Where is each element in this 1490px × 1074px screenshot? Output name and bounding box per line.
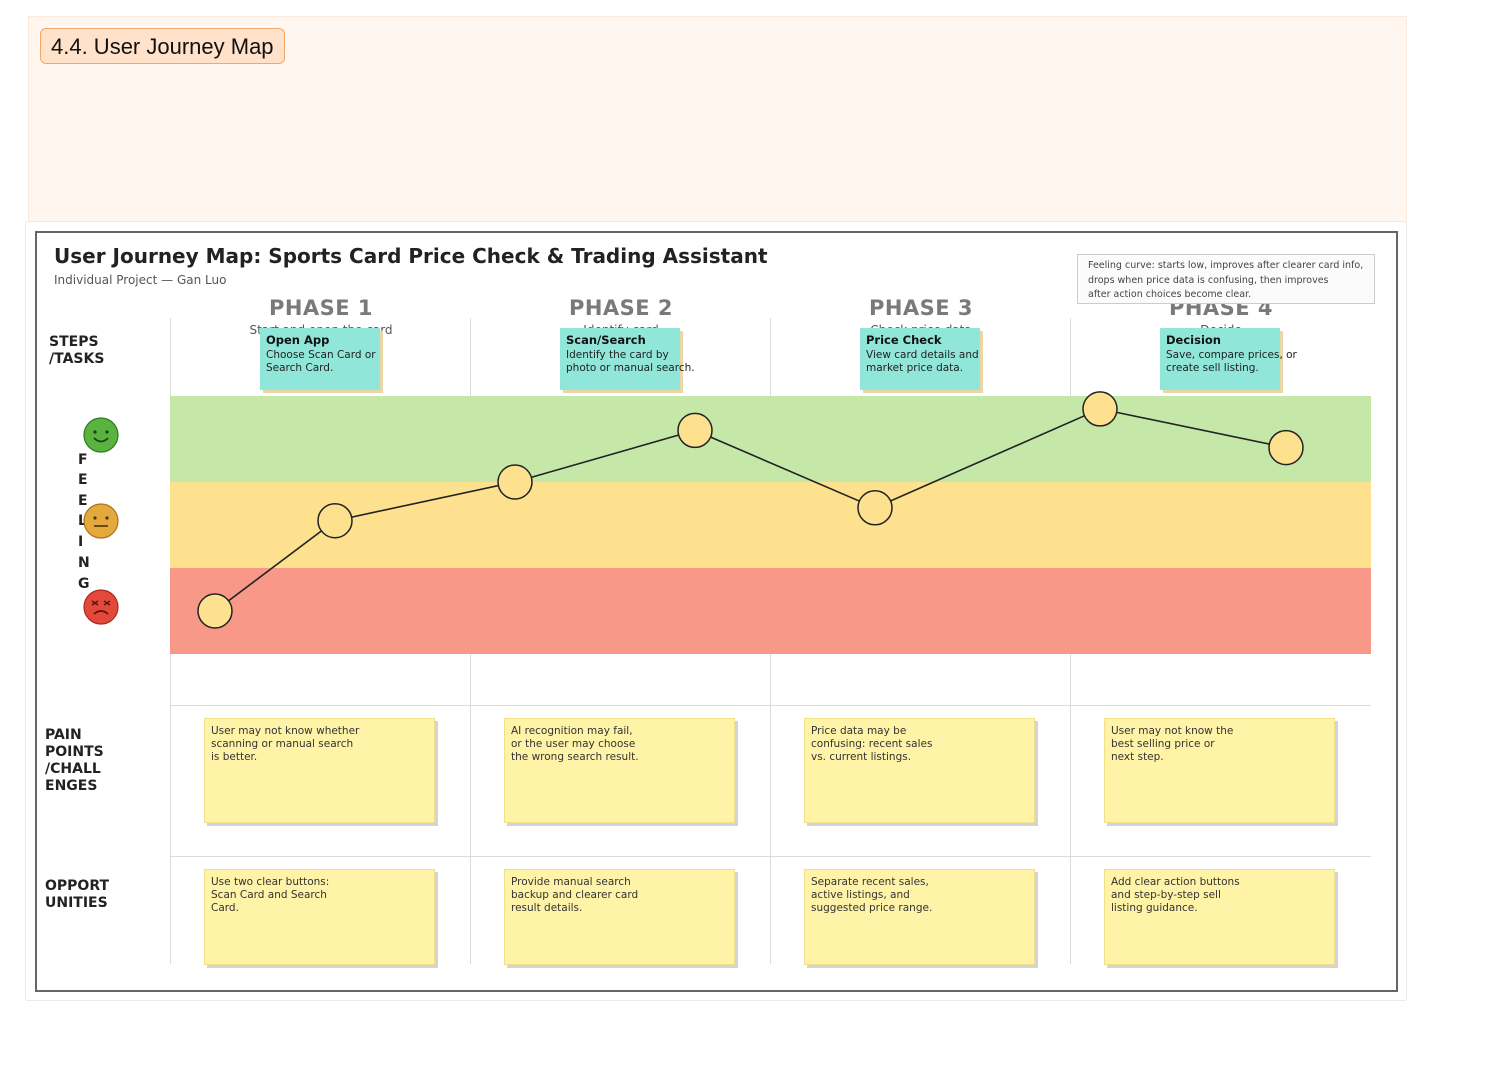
neutral-face-icon [83,503,119,539]
feeling-letter: F [78,452,88,468]
task-title: Price Check [866,333,942,347]
phase-3-heading: PHASE 3 [868,296,974,320]
feeling-point [1268,429,1304,466]
task-card-scan-search: Scan/Search Identify the card by photo o… [560,328,695,390]
feeling-point [497,464,533,500]
feeling-point [317,502,353,539]
phase-1-heading: PHASE 1 [268,296,374,320]
neutral-feeling-band [170,482,1371,568]
note-line: Feeling curve: starts low, improves afte… [1088,260,1364,271]
diagram-title: User Journey Map: Sports Card Price Chec… [54,244,768,268]
pain-point-note: AI recognition may fail, or the user may… [504,718,735,823]
note-line: drops when price data is confusing, then… [1088,274,1329,286]
opportunities-label: OPPORT UNITIES [45,878,110,911]
steps-tasks-label: STEPS /TASKS [49,334,105,367]
feeling-point [1082,391,1118,427]
feeling-letter: N [78,555,90,571]
task-title: Decision [1166,333,1221,347]
feeling-point [857,490,893,526]
task-card-decision: Decision Save, compare prices, or create… [1160,328,1297,390]
feeling-letter: E [78,472,88,488]
pain-point-note: Price data may be confusing: recent sale… [804,718,1035,823]
row-divider [170,856,1371,857]
opportunity-note: Use two clear buttons: Scan Card and Sea… [204,869,435,965]
positive-feeling-band [170,396,1371,482]
task-card-price-check: Price Check View card details and market… [860,328,980,390]
opportunity-note: Provide manual search backup and clearer… [504,869,735,965]
pain-point-note: User may not know the best selling price… [1104,718,1335,823]
phase-2-heading: PHASE 2 [568,296,674,320]
row-divider [170,705,1371,706]
feeling-letter: E [78,493,88,509]
feeling-curve-note: Feeling curve: starts low, improves afte… [1077,254,1375,304]
feeling-letter: G [78,576,90,592]
pain-points-label: PAIN POINTS /CHALL ENGES [45,727,104,794]
note-line: after action choices become clear. [1088,289,1252,300]
task-description: Choose Scan Card or Search Card. [266,349,376,374]
task-title: Open App [266,333,330,347]
sad-face-icon [83,589,119,625]
feeling-letter: L [78,513,87,529]
feeling-point [677,412,713,449]
pain-point-note: User may not know whether scanning or ma… [204,718,435,823]
task-title: Scan/Search [566,333,646,347]
feeling-line [214,408,1287,612]
negative-feeling-band [170,568,1371,654]
happy-face-icon [83,417,119,453]
feeling-letter: I [78,534,84,550]
section-title: 4.4. User Journey Map [40,28,285,64]
feeling-point [197,593,233,629]
opportunity-note: Separate recent sales, active listings, … [804,869,1035,965]
task-description: View card details and market price data. [866,349,979,374]
opportunity-note: Add clear action buttons and step-by-ste… [1104,869,1335,965]
task-card-open-app: Open App Choose Scan Card or Search Card… [260,328,380,390]
diagram-subtitle: Individual Project — Gan Luo [54,273,227,287]
